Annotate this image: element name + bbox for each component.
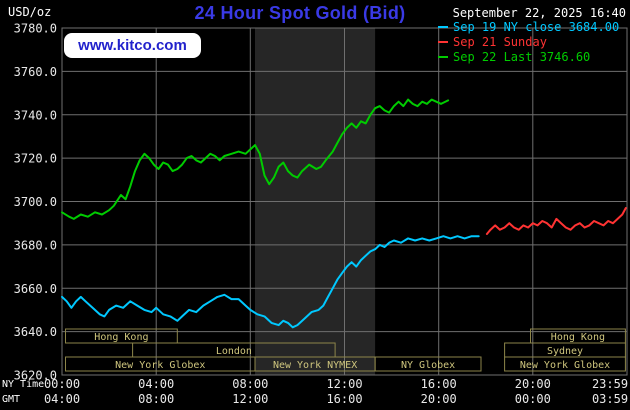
market-session-label: Hong Kong bbox=[551, 332, 605, 343]
x-axis-gmt-label: GMT bbox=[2, 394, 21, 405]
x-tick-ny-time: 12:00 bbox=[326, 377, 362, 391]
y-axis-tick-label: 3680.0 bbox=[14, 238, 57, 252]
series-line-icon bbox=[438, 40, 448, 43]
x-tick-ny-time: 23:59 bbox=[592, 377, 628, 391]
market-session-box bbox=[65, 328, 178, 344]
y-axis-tick-label: 3740.0 bbox=[14, 108, 57, 122]
market-session-label: New York Globex bbox=[115, 360, 205, 371]
x-tick-gmt: 00:00 bbox=[515, 392, 551, 406]
legend-item-sep22-last: Sep 22 Last 3746.60 bbox=[438, 49, 619, 64]
x-tick-ny-time: 00:00 bbox=[44, 377, 80, 391]
x-tick-ny-time: 20:00 bbox=[515, 377, 551, 391]
y-axis-tick-label: 3700.0 bbox=[14, 195, 57, 209]
chart-timestamp: September 22, 2025 16:40 bbox=[452, 6, 626, 20]
market-session-box bbox=[374, 356, 482, 372]
price-line-sep22 bbox=[61, 98, 450, 220]
price-line-sep21 bbox=[485, 207, 627, 235]
y-axis-tick-label: 3720.0 bbox=[14, 152, 57, 166]
x-tick-gmt: 16:00 bbox=[326, 392, 362, 406]
x-tick-ny-time: 04:00 bbox=[138, 377, 174, 391]
market-session-label: NY Globex bbox=[401, 360, 455, 371]
legend-label-sep21: Sep 21 Sunday bbox=[453, 34, 547, 49]
page-title: 24 Hour Spot Gold (Bid) bbox=[194, 3, 406, 23]
legend-item-sep19-close: Sep 19 NY close 3684.00 bbox=[438, 19, 619, 34]
y-axis-tick-label: 3640.0 bbox=[14, 325, 57, 339]
x-tick-gmt: 12:00 bbox=[232, 392, 268, 406]
market-session-label: New York Globex bbox=[520, 360, 610, 371]
x-axis-ny-time-label: NY Time bbox=[2, 379, 45, 390]
series-line-icon bbox=[438, 25, 448, 28]
x-tick-gmt: 08:00 bbox=[138, 392, 174, 406]
x-tick-ny-time: 08:00 bbox=[232, 377, 268, 391]
market-session-box bbox=[504, 356, 626, 372]
y-axis-tick-label: 3620.0 bbox=[14, 369, 57, 383]
legend: Sep 19 NY close 3684.00 Sep 21 Sunday Se… bbox=[438, 19, 619, 64]
y-axis-tick-label: 3760.0 bbox=[14, 65, 57, 79]
x-tick-gmt: 04:00 bbox=[44, 392, 80, 406]
plot-frame bbox=[61, 27, 628, 376]
y-axis-tick-label: 3660.0 bbox=[14, 282, 57, 296]
x-tick-gmt: 03:59 bbox=[592, 392, 628, 406]
market-session-label: Hong Kong bbox=[94, 332, 148, 343]
legend-label-sep22: Sep 22 Last 3746.60 bbox=[453, 49, 591, 64]
series-line-icon bbox=[438, 55, 448, 58]
price-line-sep19 bbox=[61, 235, 480, 329]
y-axis-tick-label: 3780.0 bbox=[14, 22, 57, 36]
kitco-watermark: www.kitco.com bbox=[64, 33, 201, 58]
market-session-label: Sydney bbox=[547, 346, 583, 357]
legend-item-sep21-sunday: Sep 21 Sunday bbox=[438, 34, 619, 49]
x-tick-ny-time: 16:00 bbox=[421, 377, 457, 391]
market-session-label: London bbox=[216, 346, 252, 357]
legend-label-sep19: Sep 19 NY close 3684.00 bbox=[453, 19, 620, 34]
x-tick-gmt: 20:00 bbox=[421, 392, 457, 406]
y-axis-unit-label: USD/oz bbox=[8, 5, 52, 19]
market-session-label: New York NYMEX bbox=[273, 360, 357, 371]
